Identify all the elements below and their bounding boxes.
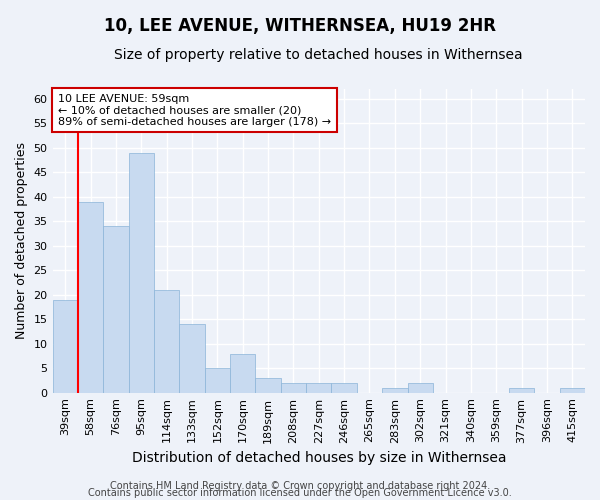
Bar (306, 383, 331, 392)
Text: 10 LEE AVENUE: 59sqm
← 10% of detached houses are smaller (20)
89% of semi-detac: 10 LEE AVENUE: 59sqm ← 10% of detached h… (58, 94, 331, 127)
X-axis label: Distribution of detached houses by size in Withernsea: Distribution of detached houses by size … (131, 451, 506, 465)
Bar (281, 383, 306, 392)
Bar (103, 226, 128, 392)
Bar (331, 383, 357, 392)
Bar (509, 388, 534, 392)
Bar (560, 388, 585, 392)
Bar (179, 324, 205, 392)
Text: Contains public sector information licensed under the Open Government Licence v3: Contains public sector information licen… (88, 488, 512, 498)
Bar (230, 354, 256, 393)
Bar (382, 388, 407, 392)
Y-axis label: Number of detached properties: Number of detached properties (15, 142, 28, 340)
Bar (78, 202, 103, 392)
Text: 10, LEE AVENUE, WITHERNSEA, HU19 2HR: 10, LEE AVENUE, WITHERNSEA, HU19 2HR (104, 18, 496, 36)
Bar (407, 383, 433, 392)
Title: Size of property relative to detached houses in Withernsea: Size of property relative to detached ho… (115, 48, 523, 62)
Bar (53, 300, 78, 392)
Bar (154, 290, 179, 392)
Bar (128, 152, 154, 392)
Bar (256, 378, 281, 392)
Bar (205, 368, 230, 392)
Text: Contains HM Land Registry data © Crown copyright and database right 2024.: Contains HM Land Registry data © Crown c… (110, 481, 490, 491)
